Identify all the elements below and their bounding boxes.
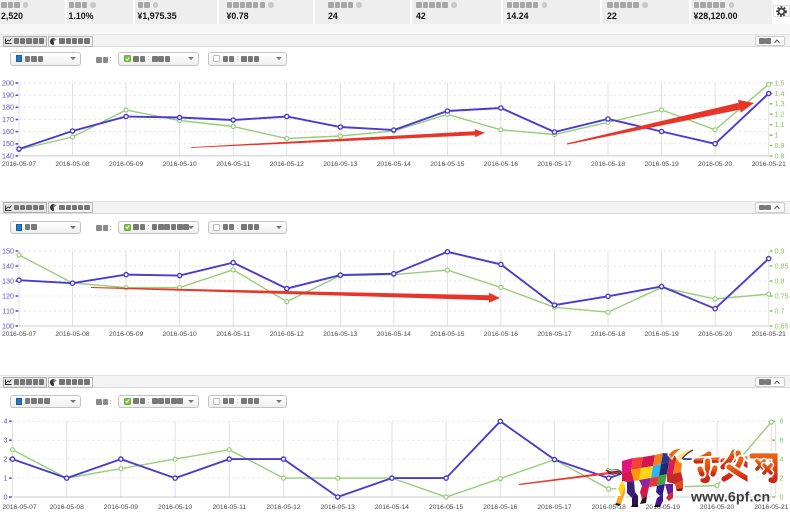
svg-text:2016-05-16: 2016-05-16 [484,331,518,338]
svg-text:1.4: 1.4 [775,89,785,98]
svg-text:2016-05-08: 2016-05-08 [55,331,89,338]
svg-text:170: 170 [2,115,14,124]
svg-text:4: 4 [4,417,8,426]
svg-text:2: 2 [4,455,8,464]
svg-text:2016-05-14: 2016-05-14 [377,331,411,338]
svg-text:0.85: 0.85 [775,261,789,270]
svg-text:2016-05-17: 2016-05-17 [537,331,571,338]
svg-text:2016-05-07: 2016-05-07 [2,331,36,338]
svg-text:1.3: 1.3 [775,99,785,108]
svg-text:2016-05-14: 2016-05-14 [377,161,411,168]
svg-text:2016-05-18: 2016-05-18 [591,331,625,338]
svg-text:2016-05-07: 2016-05-07 [2,504,36,511]
svg-text:6: 6 [780,436,784,445]
svg-text:180: 180 [2,103,14,112]
svg-text:1: 1 [4,474,8,483]
svg-text:2016-05-10: 2016-05-10 [158,504,192,511]
svg-text:2016-05-19: 2016-05-19 [646,504,680,511]
svg-text:2016-05-12: 2016-05-12 [270,331,304,338]
svg-text:110: 110 [3,306,14,315]
svg-text:2016-05-17: 2016-05-17 [537,504,571,511]
svg-text:100: 100 [2,321,14,330]
svg-text:2016-05-11: 2016-05-11 [216,331,250,338]
svg-text:2016-05-10: 2016-05-10 [162,161,196,168]
svg-text:120: 120 [2,291,14,300]
svg-text:2016-05-15: 2016-05-15 [430,161,464,168]
svg-text:200: 200 [2,78,14,87]
svg-text:2016-05-19: 2016-05-19 [644,331,678,338]
svg-text:2016-05-12: 2016-05-12 [270,161,304,168]
svg-text:2016-05-08: 2016-05-08 [50,504,84,511]
svg-text:2016-05-13: 2016-05-13 [323,331,357,338]
svg-text:150: 150 [2,246,14,255]
svg-text:0.8: 0.8 [775,151,785,160]
svg-text:2016-05-16: 2016-05-16 [484,161,518,168]
svg-text:1.1: 1.1 [775,120,785,129]
svg-text:2016-05-20: 2016-05-20 [698,331,732,338]
svg-text:2016-05-21: 2016-05-21 [752,331,786,338]
svg-text:0: 0 [4,492,8,501]
svg-text:0.7: 0.7 [775,306,785,315]
svg-text:3: 3 [4,436,8,445]
svg-text:1.5: 1.5 [775,78,785,87]
svg-text:0.8: 0.8 [775,276,785,285]
svg-text:2016-05-20: 2016-05-20 [698,161,732,168]
svg-text:1.2: 1.2 [775,110,785,119]
svg-text:2016-05-09: 2016-05-09 [104,504,138,511]
svg-text:2016-05-08: 2016-05-08 [55,161,89,168]
svg-text:2016-05-07: 2016-05-07 [2,161,36,168]
svg-text:2016-05-11: 2016-05-11 [212,504,246,511]
svg-text:2016-05-09: 2016-05-09 [109,331,143,338]
svg-text:130: 130 [2,276,14,285]
svg-text:www.6pf.cn: www.6pf.cn [690,490,770,506]
svg-text:2016-05-16: 2016-05-16 [483,504,517,511]
svg-text:2016-05-18: 2016-05-18 [592,504,626,511]
svg-text:2016-05-13: 2016-05-13 [321,504,355,511]
svg-text:150: 150 [2,139,14,148]
svg-text:0.75: 0.75 [775,291,789,300]
svg-text:2016-05-21: 2016-05-21 [754,504,788,511]
svg-text:160: 160 [2,127,14,136]
svg-text:190: 190 [2,91,14,100]
svg-text:2016-05-09: 2016-05-09 [109,161,143,168]
svg-text:0.9: 0.9 [775,246,785,255]
svg-text:140: 140 [2,151,14,160]
svg-text:2: 2 [780,474,784,483]
svg-text:1: 1 [775,131,779,140]
svg-text:2016-05-17: 2016-05-17 [537,161,571,168]
svg-text:2016-05-13: 2016-05-13 [323,161,357,168]
svg-text:0.9: 0.9 [775,141,785,150]
svg-text:8: 8 [780,417,784,426]
svg-text:2016-05-10: 2016-05-10 [162,331,196,338]
svg-text:2016-05-11: 2016-05-11 [216,161,250,168]
svg-text:0: 0 [780,492,784,501]
svg-text:2016-05-21: 2016-05-21 [752,161,786,168]
svg-text:4: 4 [780,455,784,464]
svg-text:2016-05-14: 2016-05-14 [375,504,409,511]
svg-text:140: 140 [2,261,14,270]
svg-text:2016-05-18: 2016-05-18 [591,161,625,168]
svg-text:2016-05-20: 2016-05-20 [700,504,734,511]
svg-text:2016-05-12: 2016-05-12 [266,504,300,511]
svg-text:2016-05-19: 2016-05-19 [644,161,678,168]
svg-text:2016-05-15: 2016-05-15 [430,331,464,338]
svg-text:2016-05-15: 2016-05-15 [429,504,463,511]
svg-text:0.65: 0.65 [775,321,789,330]
